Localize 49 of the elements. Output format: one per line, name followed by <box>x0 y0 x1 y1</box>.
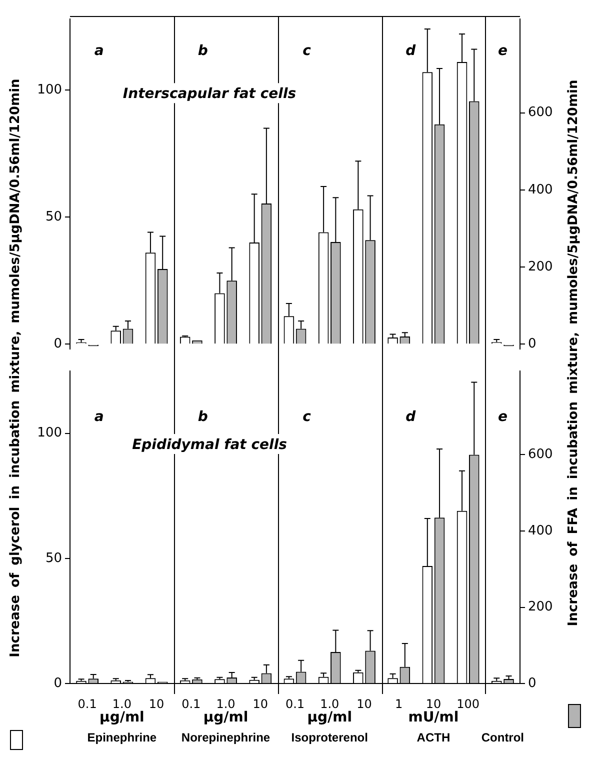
annotation: b <box>198 43 208 60</box>
text: Isoproterenol <box>291 730 368 745</box>
text: Epididymal fat cells <box>132 437 287 453</box>
y2-tick-label: 200 <box>528 259 553 274</box>
annotation: e <box>498 43 508 60</box>
annotation: e <box>498 408 508 425</box>
x-tick-label: 10 <box>148 696 164 711</box>
y2-tick-label: 600 <box>528 105 553 120</box>
annotation: d <box>406 43 417 60</box>
annotation: b <box>198 408 208 425</box>
x-tick-label: 10 <box>252 696 268 711</box>
y-axis-title: Increase of glycerol in incubation mixture, mumoles/5µgDNA/0.56ml/120min <box>7 78 24 660</box>
text: Epinephrine <box>87 730 157 745</box>
text: µg/ml <box>100 710 144 726</box>
y-tick-label: 100 <box>37 82 62 98</box>
y-tick-label: 0 <box>54 676 62 691</box>
y-tick-label: 50 <box>45 209 62 224</box>
x-tick-label: 0.1 <box>78 696 97 711</box>
y2-axis-title: Increase of FFA in incubation mixture, mumoles/5µgDNA/0.56ml/120min <box>565 78 582 628</box>
x-tick-label: 1 <box>395 696 403 711</box>
text: Interscapular fat cells <box>122 86 296 102</box>
y-tick-label: 0 <box>54 336 62 352</box>
x-tick-label: 1.0 <box>216 696 236 711</box>
text: Control <box>481 730 524 745</box>
y2-tick-label: 0 <box>528 336 536 352</box>
annotation: c <box>302 43 312 60</box>
y2-tick-label: 0 <box>528 676 536 691</box>
x-tick-label: 0.1 <box>182 696 201 711</box>
x-tick-label: 10 <box>356 696 372 711</box>
x-tick-label: 1.0 <box>112 696 132 711</box>
annotation: a <box>94 408 104 425</box>
text: Norepinephrine <box>181 730 270 745</box>
y2-tick-label: 400 <box>528 523 553 538</box>
x-tick-label: 0.1 <box>285 696 305 711</box>
text: µg/ml <box>307 710 352 726</box>
y-tick-label: 100 <box>37 426 62 441</box>
text: ACTH <box>416 730 450 745</box>
y2-tick-label: 200 <box>528 600 553 615</box>
y2-tick-label: 400 <box>528 182 553 198</box>
y-tick-label: 50 <box>45 550 62 566</box>
x-tick-label: 100 <box>456 696 480 711</box>
annotation: a <box>94 43 104 60</box>
text: µg/ml <box>203 710 248 726</box>
x-tick-label: 1.0 <box>320 696 340 711</box>
text: mU/ml <box>408 710 459 726</box>
annotation: d <box>406 408 417 425</box>
x-tick-label: 10 <box>426 696 442 711</box>
y2-tick-label: 600 <box>528 447 553 462</box>
annotation: c <box>302 408 312 425</box>
